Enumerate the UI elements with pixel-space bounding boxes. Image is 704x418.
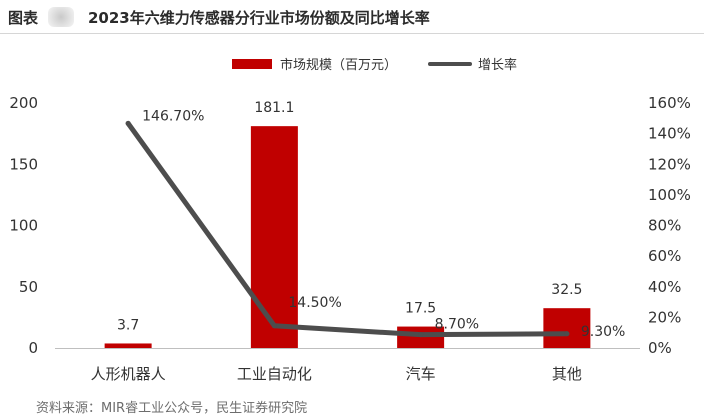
- category-label: 工业自动化: [237, 365, 312, 383]
- growth-point: [564, 331, 570, 337]
- category-label: 汽车: [406, 365, 436, 383]
- legend-label-line: 增长率: [478, 57, 517, 73]
- legend-label-bar: 市场规模（百万元）: [280, 57, 397, 73]
- right-tick-label: 40%: [648, 278, 681, 296]
- right-tick-label: 60%: [648, 247, 681, 265]
- growth-value-label: 8.70%: [435, 317, 479, 333]
- growth-value-label: 14.50%: [288, 295, 341, 311]
- growth-point: [418, 332, 424, 338]
- combo-chart: 市场规模（百万元） 增长率 0 50 100 150 200 0% 20% 40% 60% 80%…: [9, 57, 691, 383]
- left-tick-label: 200: [9, 94, 38, 112]
- growth-value-label: 9.30%: [581, 324, 625, 340]
- left-tick-label: 50: [19, 278, 38, 296]
- right-tick-label: 160%: [648, 94, 691, 112]
- left-tick-label: 100: [9, 217, 38, 235]
- left-axis: 0 50 100 150 200: [9, 94, 38, 357]
- right-tick-label: 120%: [648, 155, 691, 173]
- bar-value-label: 17.5: [405, 301, 436, 317]
- bar: [250, 126, 298, 348]
- growth-value-label: 146.70%: [142, 108, 204, 124]
- chart-title: 2023年六维力传感器分行业市场份额及同比增长率: [88, 9, 430, 27]
- legend: 市场规模（百万元） 增长率: [232, 57, 517, 73]
- bar-value-label: 3.7: [117, 317, 139, 333]
- bar-series: 3.7 181.1 17.5 32.5: [104, 100, 591, 348]
- right-tick-label: 100%: [648, 186, 691, 204]
- source-note: 资料来源：MIR睿工业公众号，民生证券研究院: [36, 401, 308, 416]
- category-label: 人形机器人: [91, 365, 166, 383]
- bar: [104, 343, 152, 348]
- line-series: 146.70% 14.50% 8.70% 9.30%: [125, 108, 625, 340]
- right-tick-label: 20%: [648, 308, 681, 326]
- blurred-logo: [48, 7, 74, 27]
- legend-swatch-bar: [232, 59, 272, 69]
- title-divider: [0, 33, 704, 34]
- bar-value-label: 181.1: [254, 100, 294, 116]
- growth-line: [125, 120, 570, 338]
- right-tick-label: 140%: [648, 125, 691, 143]
- bar: [543, 308, 591, 348]
- left-tick-label: 150: [9, 155, 38, 173]
- category-label: 其他: [552, 365, 582, 383]
- figure-label: 图表: [8, 9, 39, 27]
- bar-value-label: 32.5: [551, 282, 582, 298]
- right-tick-label: 0%: [648, 339, 672, 357]
- growth-point: [125, 120, 131, 126]
- left-tick-label: 0: [28, 339, 38, 357]
- x-axis: 人形机器人 工业自动化 汽车 其他: [55, 348, 640, 383]
- growth-point: [271, 323, 277, 329]
- chart-header: 图表 2023年六维力传感器分行业市场份额及同比增长率: [0, 0, 704, 34]
- right-tick-label: 80%: [648, 217, 681, 235]
- right-axis: 0% 20% 40% 60% 80% 100% 120% 140% 160%: [648, 94, 691, 357]
